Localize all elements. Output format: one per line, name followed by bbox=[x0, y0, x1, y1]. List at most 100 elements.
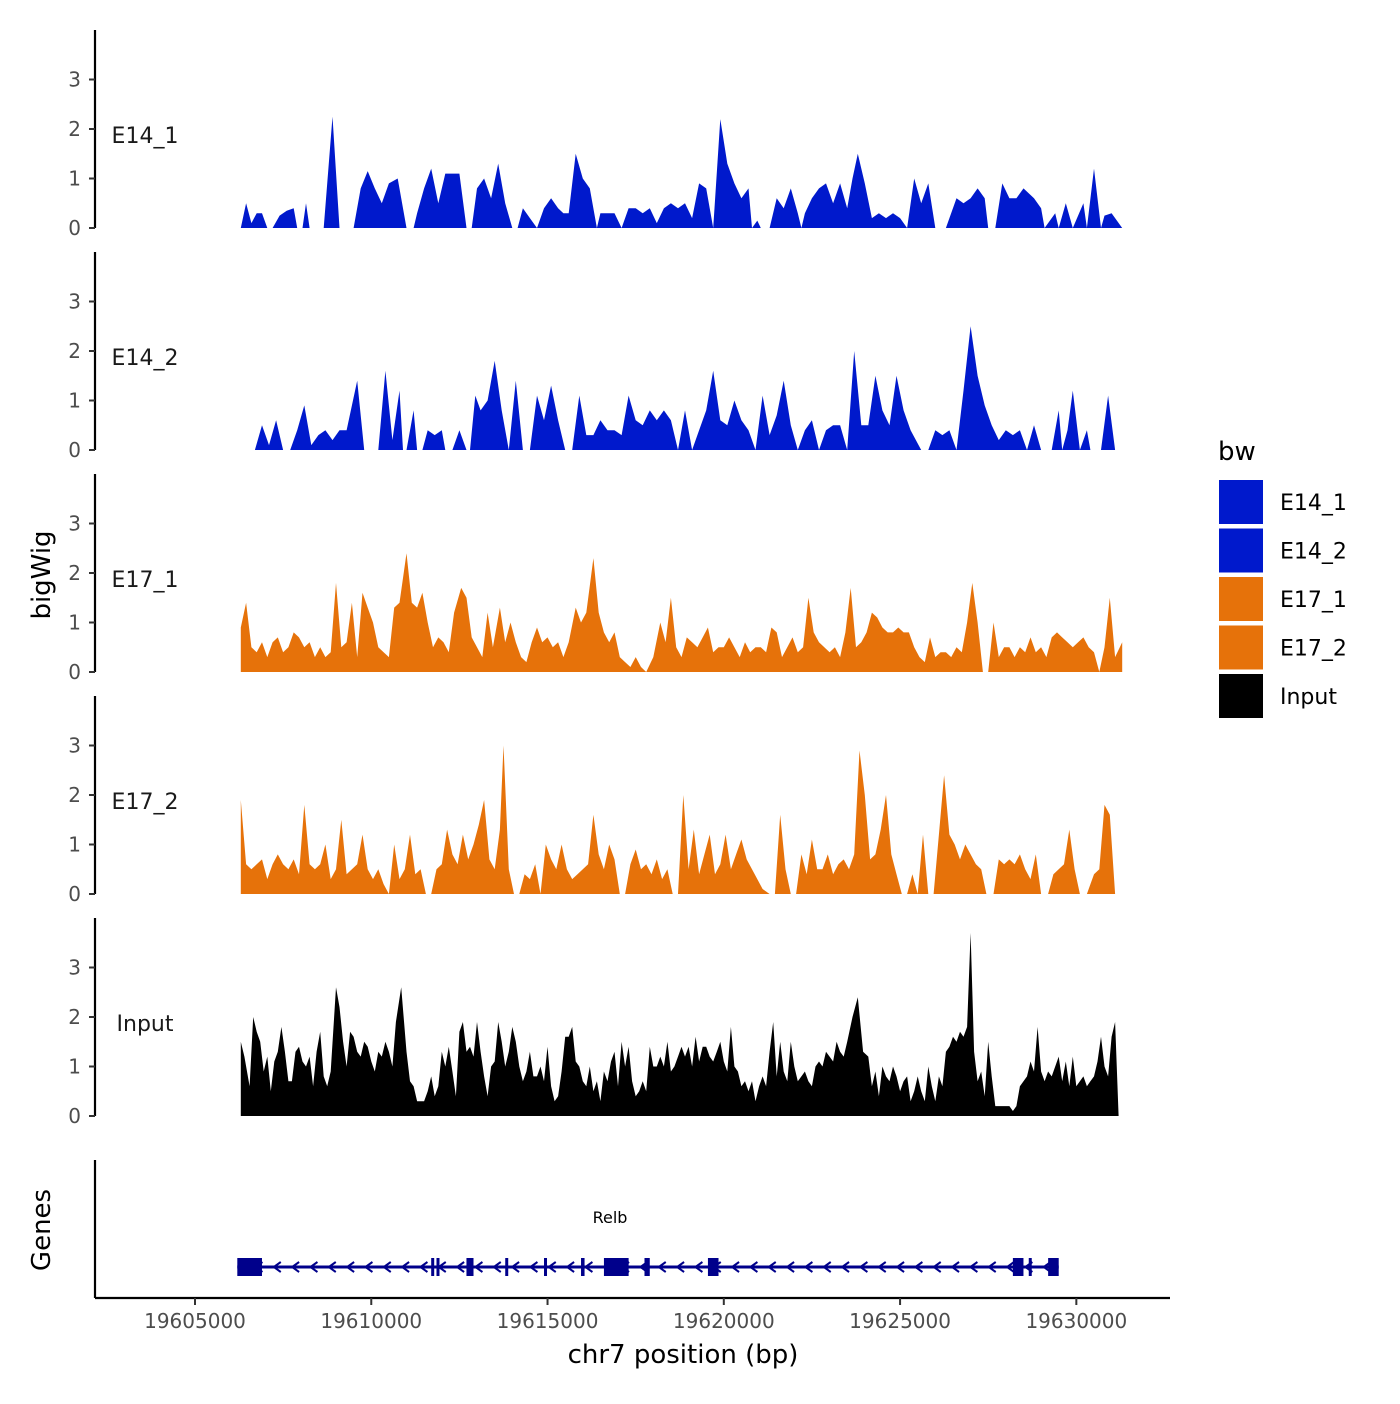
strand-arrow bbox=[345, 1261, 355, 1273]
coverage-area-input bbox=[240, 932, 1119, 1116]
strand-arrow bbox=[932, 1261, 942, 1273]
strand-arrow bbox=[290, 1261, 300, 1273]
strand-arrow bbox=[693, 1261, 704, 1273]
y-tick-label: 2 bbox=[68, 783, 81, 807]
x-tick-label: 19610000 bbox=[320, 1309, 422, 1333]
legend: bw E14_1 E14_2 E17_1 E17_2 Input bbox=[1218, 437, 1347, 718]
x-tick-label: 19620000 bbox=[673, 1309, 775, 1333]
y-tick-label: 1 bbox=[68, 611, 81, 635]
strand-arrow bbox=[363, 1261, 374, 1273]
legend-swatch-e17-1 bbox=[1219, 577, 1263, 621]
track-panels: 0 1 2 3 E14_1 0 1 2 3 E14_2 0 1 2 3 E17_1 0 1 2 3 E17_2 0 1 2 3… bbox=[68, 30, 1123, 1128]
y-tick-label: 1 bbox=[68, 167, 81, 191]
track-label-e17-1: E17_1 bbox=[112, 568, 179, 593]
legend-swatch-e14-1 bbox=[1219, 480, 1263, 524]
coverage-area-e14-2 bbox=[254, 326, 1116, 450]
strand-arrow bbox=[547, 1261, 557, 1273]
strand-arrow bbox=[840, 1261, 850, 1273]
y-tick-label: 0 bbox=[68, 882, 81, 906]
coverage-area-e17-1 bbox=[240, 553, 1123, 672]
track-e14-1: 0 1 2 3 E14_1 bbox=[68, 30, 1123, 240]
y-tick-label: 1 bbox=[68, 833, 81, 857]
track-input: 0 1 2 3 Input bbox=[68, 918, 1119, 1128]
legend-label-e14-2: E14_2 bbox=[1280, 540, 1347, 565]
y-tick-label: 2 bbox=[68, 1005, 81, 1029]
y-tick-label: 3 bbox=[68, 734, 81, 758]
strand-arrow bbox=[785, 1261, 795, 1273]
y-tick-label: 0 bbox=[68, 438, 81, 462]
strand-arrow bbox=[950, 1261, 960, 1273]
coverage-area-e14-1 bbox=[240, 116, 1123, 228]
strand-arrow bbox=[492, 1261, 502, 1273]
gene-exon bbox=[1028, 1258, 1032, 1276]
y-tick-label: 0 bbox=[68, 216, 81, 240]
strand-arrow bbox=[455, 1261, 465, 1273]
strand-arrow bbox=[272, 1261, 282, 1273]
strand-arrow bbox=[987, 1261, 997, 1273]
gene-exon bbox=[544, 1258, 548, 1276]
track-label-e17-2: E17_2 bbox=[112, 790, 179, 815]
legend-label-input: Input bbox=[1280, 685, 1337, 710]
y-tick-label: 2 bbox=[68, 561, 81, 585]
strand-arrow bbox=[528, 1261, 539, 1273]
track-label-input: Input bbox=[117, 1012, 174, 1037]
gene-exon bbox=[1012, 1258, 1024, 1276]
gene-exon bbox=[1048, 1258, 1059, 1276]
legend-swatch-e14-2 bbox=[1219, 528, 1263, 573]
legend-label-e14-1: E14_1 bbox=[1280, 491, 1347, 516]
track-label-e14-2: E14_2 bbox=[112, 346, 179, 371]
strand-arrow bbox=[400, 1261, 410, 1273]
y-axis-title: bigWig bbox=[27, 530, 57, 619]
strand-arrow bbox=[583, 1261, 594, 1273]
strand-arrow bbox=[968, 1261, 978, 1273]
gene-exon bbox=[237, 1258, 262, 1276]
track-label-e14-1: E14_1 bbox=[112, 124, 179, 149]
legend-title: bw bbox=[1218, 437, 1256, 467]
y-tick-label: 3 bbox=[68, 956, 81, 980]
gene-track-panel: Relb bbox=[93, 1160, 1059, 1298]
x-tick-label: 19625000 bbox=[849, 1309, 951, 1333]
gene-exon bbox=[431, 1258, 435, 1276]
strand-arrow bbox=[822, 1261, 832, 1273]
y-tick-label: 0 bbox=[68, 660, 81, 684]
strand-arrow bbox=[913, 1261, 923, 1273]
gene-name-label: Relb bbox=[593, 1208, 628, 1227]
legend-label-e17-1: E17_1 bbox=[1280, 588, 1347, 613]
strand-arrow bbox=[657, 1261, 667, 1273]
y-tick-label: 3 bbox=[68, 512, 81, 536]
track-e17-1: 0 1 2 3 E17_1 bbox=[68, 474, 1123, 684]
strand-arrow bbox=[308, 1261, 319, 1273]
legend-label-e17-2: E17_2 bbox=[1280, 637, 1347, 662]
y-tick-label: 1 bbox=[68, 1055, 81, 1079]
strand-arrow bbox=[510, 1261, 520, 1273]
x-axis: 19605000 19610000 19615000 19620000 19625000… bbox=[95, 1296, 1170, 1333]
gene-exon bbox=[581, 1258, 585, 1276]
strand-arrow bbox=[473, 1261, 484, 1273]
strand-arrow bbox=[1005, 1261, 1015, 1273]
strand-arrow bbox=[767, 1261, 777, 1273]
strand-arrow bbox=[858, 1261, 868, 1273]
x-axis-title: chr7 position (bp) bbox=[568, 1340, 799, 1370]
y-tick-label: 3 bbox=[68, 290, 81, 314]
strand-arrow bbox=[748, 1261, 758, 1273]
gene-exon bbox=[466, 1258, 474, 1276]
y-tick-label: 2 bbox=[68, 117, 81, 141]
track-e14-2: 0 1 2 3 E14_2 bbox=[68, 252, 1116, 462]
gene-exon bbox=[603, 1258, 629, 1276]
x-tick-label: 19605000 bbox=[144, 1309, 246, 1333]
x-tick-label: 19615000 bbox=[497, 1309, 599, 1333]
strand-arrow bbox=[382, 1261, 392, 1273]
gene-exon bbox=[644, 1258, 650, 1276]
gene-exon bbox=[436, 1258, 440, 1276]
x-tick-label: 19630000 bbox=[1025, 1309, 1127, 1333]
strand-arrow bbox=[565, 1261, 575, 1273]
gene-exon bbox=[505, 1258, 509, 1276]
strand-arrow bbox=[877, 1261, 887, 1273]
strand-arrow bbox=[675, 1261, 685, 1273]
legend-swatch-e17-2 bbox=[1219, 625, 1263, 670]
y-tick-label: 3 bbox=[68, 68, 81, 92]
strand-arrow bbox=[895, 1261, 905, 1273]
genes-axis-title: Genes bbox=[27, 1189, 57, 1271]
